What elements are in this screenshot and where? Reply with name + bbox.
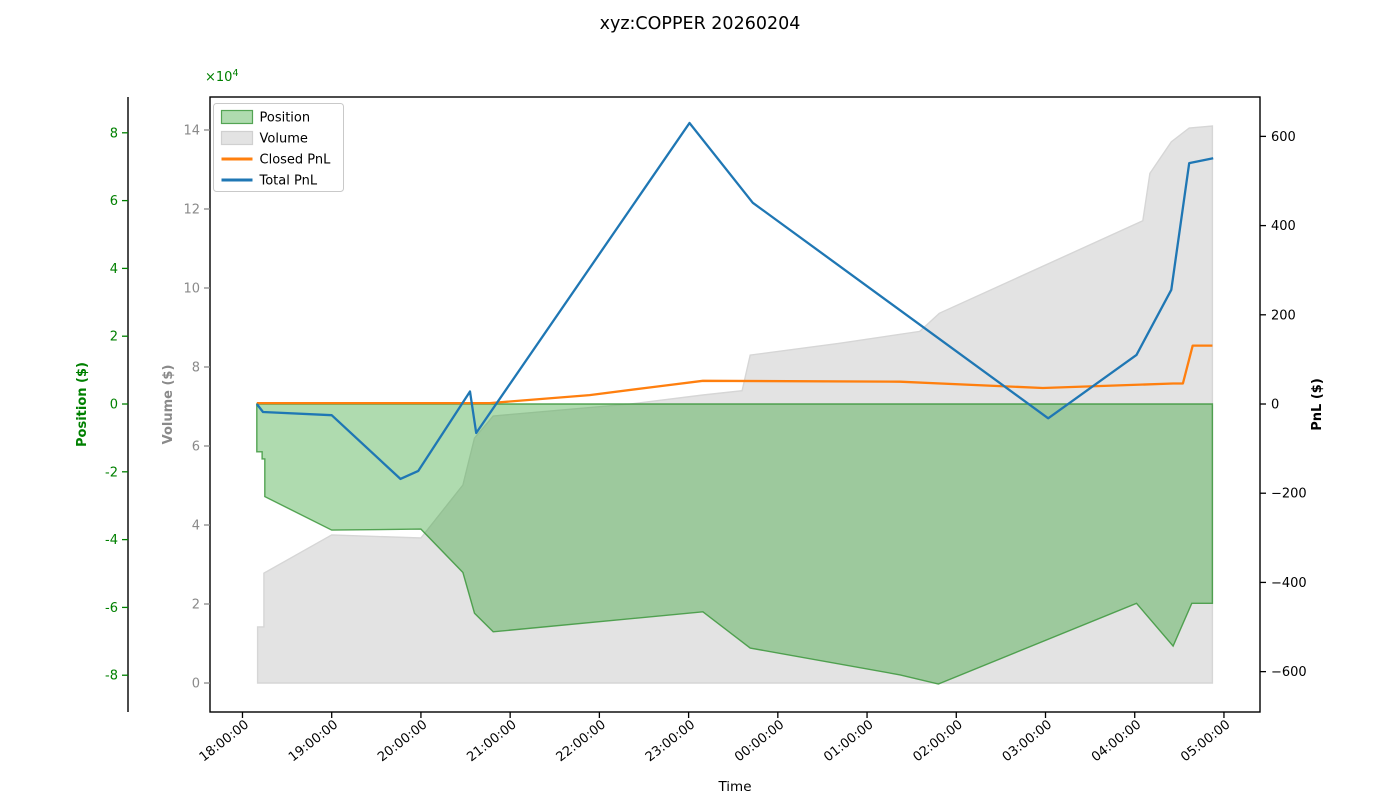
x-axis-tick-label: 05:00:00 — [1178, 717, 1233, 765]
pnl-axis-tick-label: −200 — [1271, 487, 1307, 502]
legend: Position Volume Closed PnL Total PnL — [213, 103, 344, 192]
x-axis-tick-label: 02:00:00 — [910, 717, 965, 765]
volume-axis-tick-label: 8 — [192, 360, 200, 375]
position-axis-title: Position ($) — [75, 362, 90, 447]
x-axis-tick-label: 21:00:00 — [464, 717, 519, 765]
pnl-axis-tick-label: −400 — [1271, 576, 1307, 591]
x-axis-tick-label: 22:00:00 — [554, 717, 609, 765]
position-axis-tick-label: -2 — [105, 465, 118, 480]
position-area — [256, 403, 1214, 685]
position-axis-tick-label: -8 — [105, 669, 118, 684]
x-axis-tick-label: 04:00:00 — [1089, 717, 1144, 765]
position-axis-tick-label: 8 — [110, 126, 118, 141]
x-axis-tick-label: 00:00:00 — [732, 717, 787, 765]
volume-axis-tick-label: 14 — [183, 123, 200, 138]
x-axis-tick-label: 18:00:00 — [197, 717, 252, 765]
position-axis-tick-label: 6 — [110, 194, 118, 209]
x-axis-tick-label: 19:00:00 — [286, 717, 341, 765]
total-pnl-line — [255, 121, 1214, 481]
x-axis-tick-label: 01:00:00 — [821, 717, 876, 765]
pnl-axis-tick-label: −600 — [1271, 665, 1307, 680]
x-axis-tick-label: 20:00:00 — [375, 717, 430, 765]
legend-label: Total PnL — [259, 174, 318, 189]
legend-label: Closed PnL — [260, 153, 332, 168]
chart-title: xyz:COPPER 20260204 — [599, 14, 801, 34]
position-axis-tick-label: -6 — [105, 601, 118, 616]
legend-label: Position — [260, 111, 311, 126]
position-axis-tick-label: 0 — [110, 398, 118, 413]
pnl-axis-tick-label: 400 — [1271, 219, 1296, 234]
x-axis-tick-label: 23:00:00 — [643, 717, 698, 765]
volume-axis-title: Volume ($) — [161, 365, 176, 445]
position-axis-tick-label: 4 — [110, 262, 118, 277]
position-axis-tick-label: 2 — [110, 330, 118, 345]
legend-swatch-position — [220, 109, 254, 125]
volume-axis-tick-label: 0 — [192, 677, 200, 692]
pnl-axis-tick-label: 600 — [1271, 130, 1296, 145]
pnl-axis-tick-label: 0 — [1271, 398, 1279, 413]
legend-box — [213, 103, 344, 192]
x-axis-tick-label: 03:00:00 — [1000, 717, 1055, 765]
x-axis-title: Time — [717, 779, 751, 795]
volume-axis-tick-label: 2 — [192, 598, 200, 613]
pnl-axis-tick-label: 200 — [1271, 308, 1296, 323]
volume-axis-tick-label: 6 — [192, 439, 200, 454]
pnl-axis-title: PnL ($) — [1310, 378, 1325, 431]
volume-axis-tick-label: 4 — [192, 518, 200, 533]
legend-swatch-volume — [220, 130, 254, 146]
axis-offset-text: ×104 — [205, 68, 238, 85]
position-axis-tick-label: -4 — [105, 533, 118, 548]
closed-pnl-line — [256, 344, 1213, 405]
legend-label: Volume — [260, 132, 308, 147]
volume-axis-tick-label: 12 — [183, 202, 200, 217]
volume-axis-tick-label: 10 — [183, 281, 200, 296]
